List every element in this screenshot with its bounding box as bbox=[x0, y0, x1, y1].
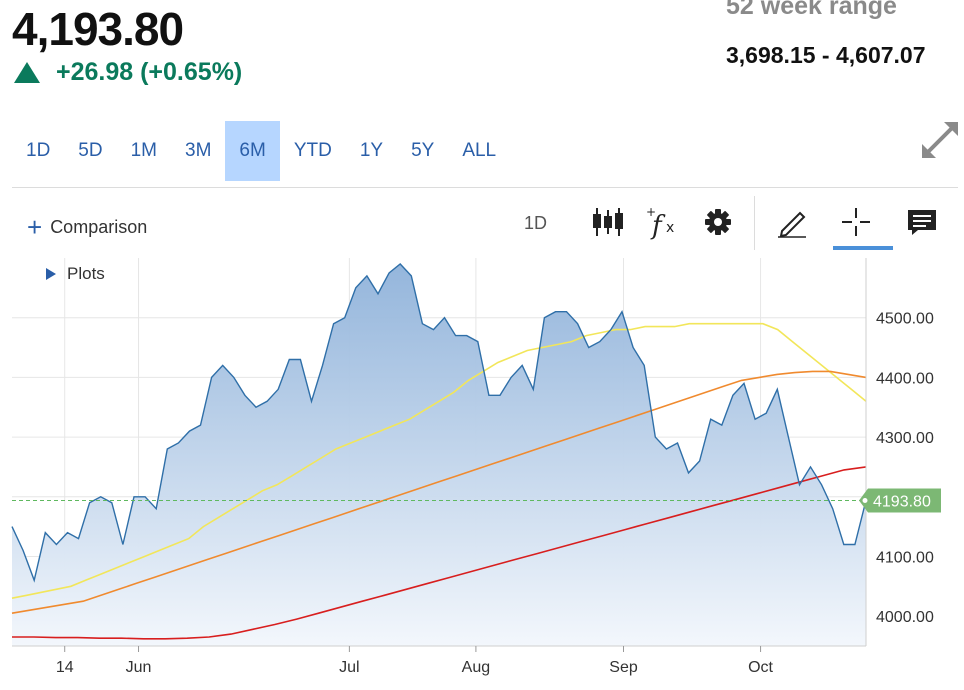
toolbar-divider bbox=[12, 187, 958, 188]
x-tick-label: Aug bbox=[462, 659, 490, 676]
period-5y[interactable]: 5Y bbox=[411, 140, 435, 161]
comparison-button[interactable]: + Comparison bbox=[27, 212, 148, 242]
y-tick-label: 4300.00 bbox=[876, 430, 934, 447]
svg-text:+: + bbox=[646, 205, 656, 219]
candlestick-icon[interactable] bbox=[590, 204, 626, 240]
function-icon[interactable]: + f x bbox=[644, 204, 680, 240]
price-line bbox=[11, 263, 867, 583]
crosshair-active-indicator bbox=[833, 246, 893, 250]
price-chart[interactable]: 4000.00 4100.00 4300.00 4400.00 4500.00 14 Jun… bbox=[0, 252, 964, 690]
comparison-label: Comparison bbox=[50, 216, 148, 237]
pencil-icon[interactable] bbox=[774, 204, 810, 240]
price-change: +26.98 (+0.65%) bbox=[14, 58, 242, 87]
comment-icon[interactable] bbox=[904, 204, 940, 240]
period-1m[interactable]: 1M bbox=[130, 140, 157, 161]
moving-average-line-red bbox=[12, 466, 867, 640]
x-tick-label: Jul bbox=[339, 659, 359, 676]
x-tick-label: Sep bbox=[609, 659, 638, 676]
period-5d[interactable]: 5D bbox=[78, 140, 103, 161]
y-tick-label: 4500.00 bbox=[876, 311, 934, 328]
svg-text:f: f bbox=[650, 211, 666, 240]
gear-icon[interactable] bbox=[700, 204, 736, 240]
up-arrow-icon bbox=[14, 62, 40, 83]
moving-average-line-orange bbox=[11, 370, 867, 614]
last-price-dot bbox=[862, 497, 868, 503]
plots-toggle[interactable]: Plots bbox=[46, 264, 105, 284]
expand-icon[interactable] bbox=[920, 120, 960, 160]
x-tick-label: 14 bbox=[56, 659, 74, 676]
last-price-tag bbox=[859, 488, 941, 513]
period-selector: 1D 5D 1M 3M 6M YTD 1Y 5Y ALL bbox=[12, 121, 510, 181]
price-area bbox=[12, 264, 866, 646]
range-value: 3,698.15 - 4,607.07 bbox=[726, 42, 926, 68]
plots-label: Plots bbox=[67, 264, 105, 283]
range-label: 52 week range bbox=[726, 0, 897, 20]
y-tick-label: 4000.00 bbox=[876, 609, 934, 626]
x-tick-label: Jun bbox=[126, 659, 152, 676]
moving-average-line-yellow bbox=[11, 322, 867, 599]
period-ytd[interactable]: YTD bbox=[293, 140, 332, 161]
chart-svg[interactable]: 4000.00 4100.00 4300.00 4400.00 4500.00 14 Jun… bbox=[0, 252, 964, 690]
svg-text:x: x bbox=[666, 220, 674, 236]
plus-icon: + bbox=[27, 212, 43, 242]
interval-selector[interactable]: 1D bbox=[524, 213, 548, 233]
y-tick-label: 4100.00 bbox=[876, 549, 934, 566]
toolbar-separator bbox=[754, 196, 755, 250]
period-all[interactable]: ALL bbox=[462, 140, 497, 161]
period-1y[interactable]: 1Y bbox=[359, 140, 384, 161]
last-price-tag-label: 4193.80 bbox=[873, 493, 931, 510]
period-6m[interactable]: 6M bbox=[225, 121, 280, 181]
period-3m[interactable]: 3M bbox=[185, 140, 212, 161]
last-price: 4,193.80 bbox=[12, 3, 184, 55]
crosshair-icon[interactable] bbox=[838, 204, 874, 240]
period-1d[interactable]: 1D bbox=[26, 140, 51, 161]
x-tick-label: Oct bbox=[748, 659, 773, 676]
price-change-value: +26.98 (+0.65%) bbox=[56, 58, 243, 86]
y-tick-label: 4400.00 bbox=[876, 370, 934, 387]
expand-triangle-icon bbox=[46, 268, 56, 280]
